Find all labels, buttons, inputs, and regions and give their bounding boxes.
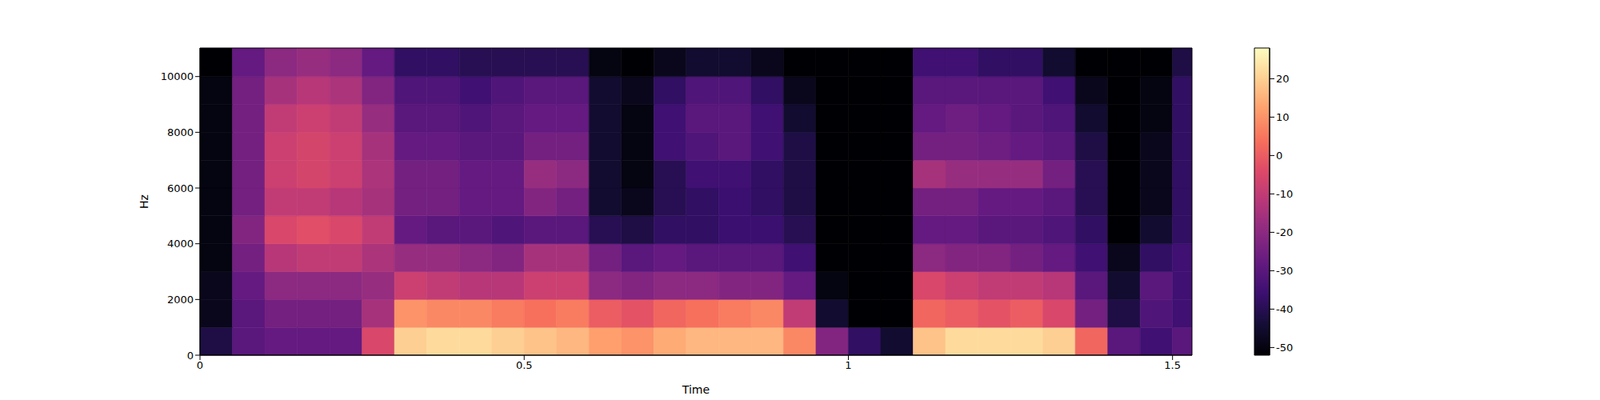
svg-text:0.5: 0.5 (516, 359, 533, 372)
svg-text:6000: 6000 (167, 182, 194, 195)
svg-text:1.5: 1.5 (1164, 359, 1181, 372)
svg-text:1: 1 (844, 359, 852, 372)
svg-text:10: 10 (1276, 111, 1290, 124)
svg-text:8000: 8000 (167, 126, 194, 139)
svg-text:4000: 4000 (167, 237, 194, 250)
svg-text:-20: -20 (1276, 226, 1293, 239)
svg-text:20: 20 (1276, 72, 1290, 85)
svg-text:0: 0 (187, 349, 194, 362)
svg-text:Time: Time (681, 383, 710, 396)
svg-text:-30: -30 (1276, 264, 1293, 277)
svg-text:-10: -10 (1276, 188, 1293, 200)
svg-text:0: 0 (1276, 149, 1283, 162)
svg-text:-50: -50 (1276, 341, 1293, 354)
svg-text:10000: 10000 (160, 70, 194, 83)
svg-text:-40: -40 (1276, 303, 1293, 316)
svg-text:0: 0 (196, 359, 204, 372)
svg-text:Hz: Hz (137, 194, 151, 209)
svg-text:2000: 2000 (167, 293, 194, 306)
